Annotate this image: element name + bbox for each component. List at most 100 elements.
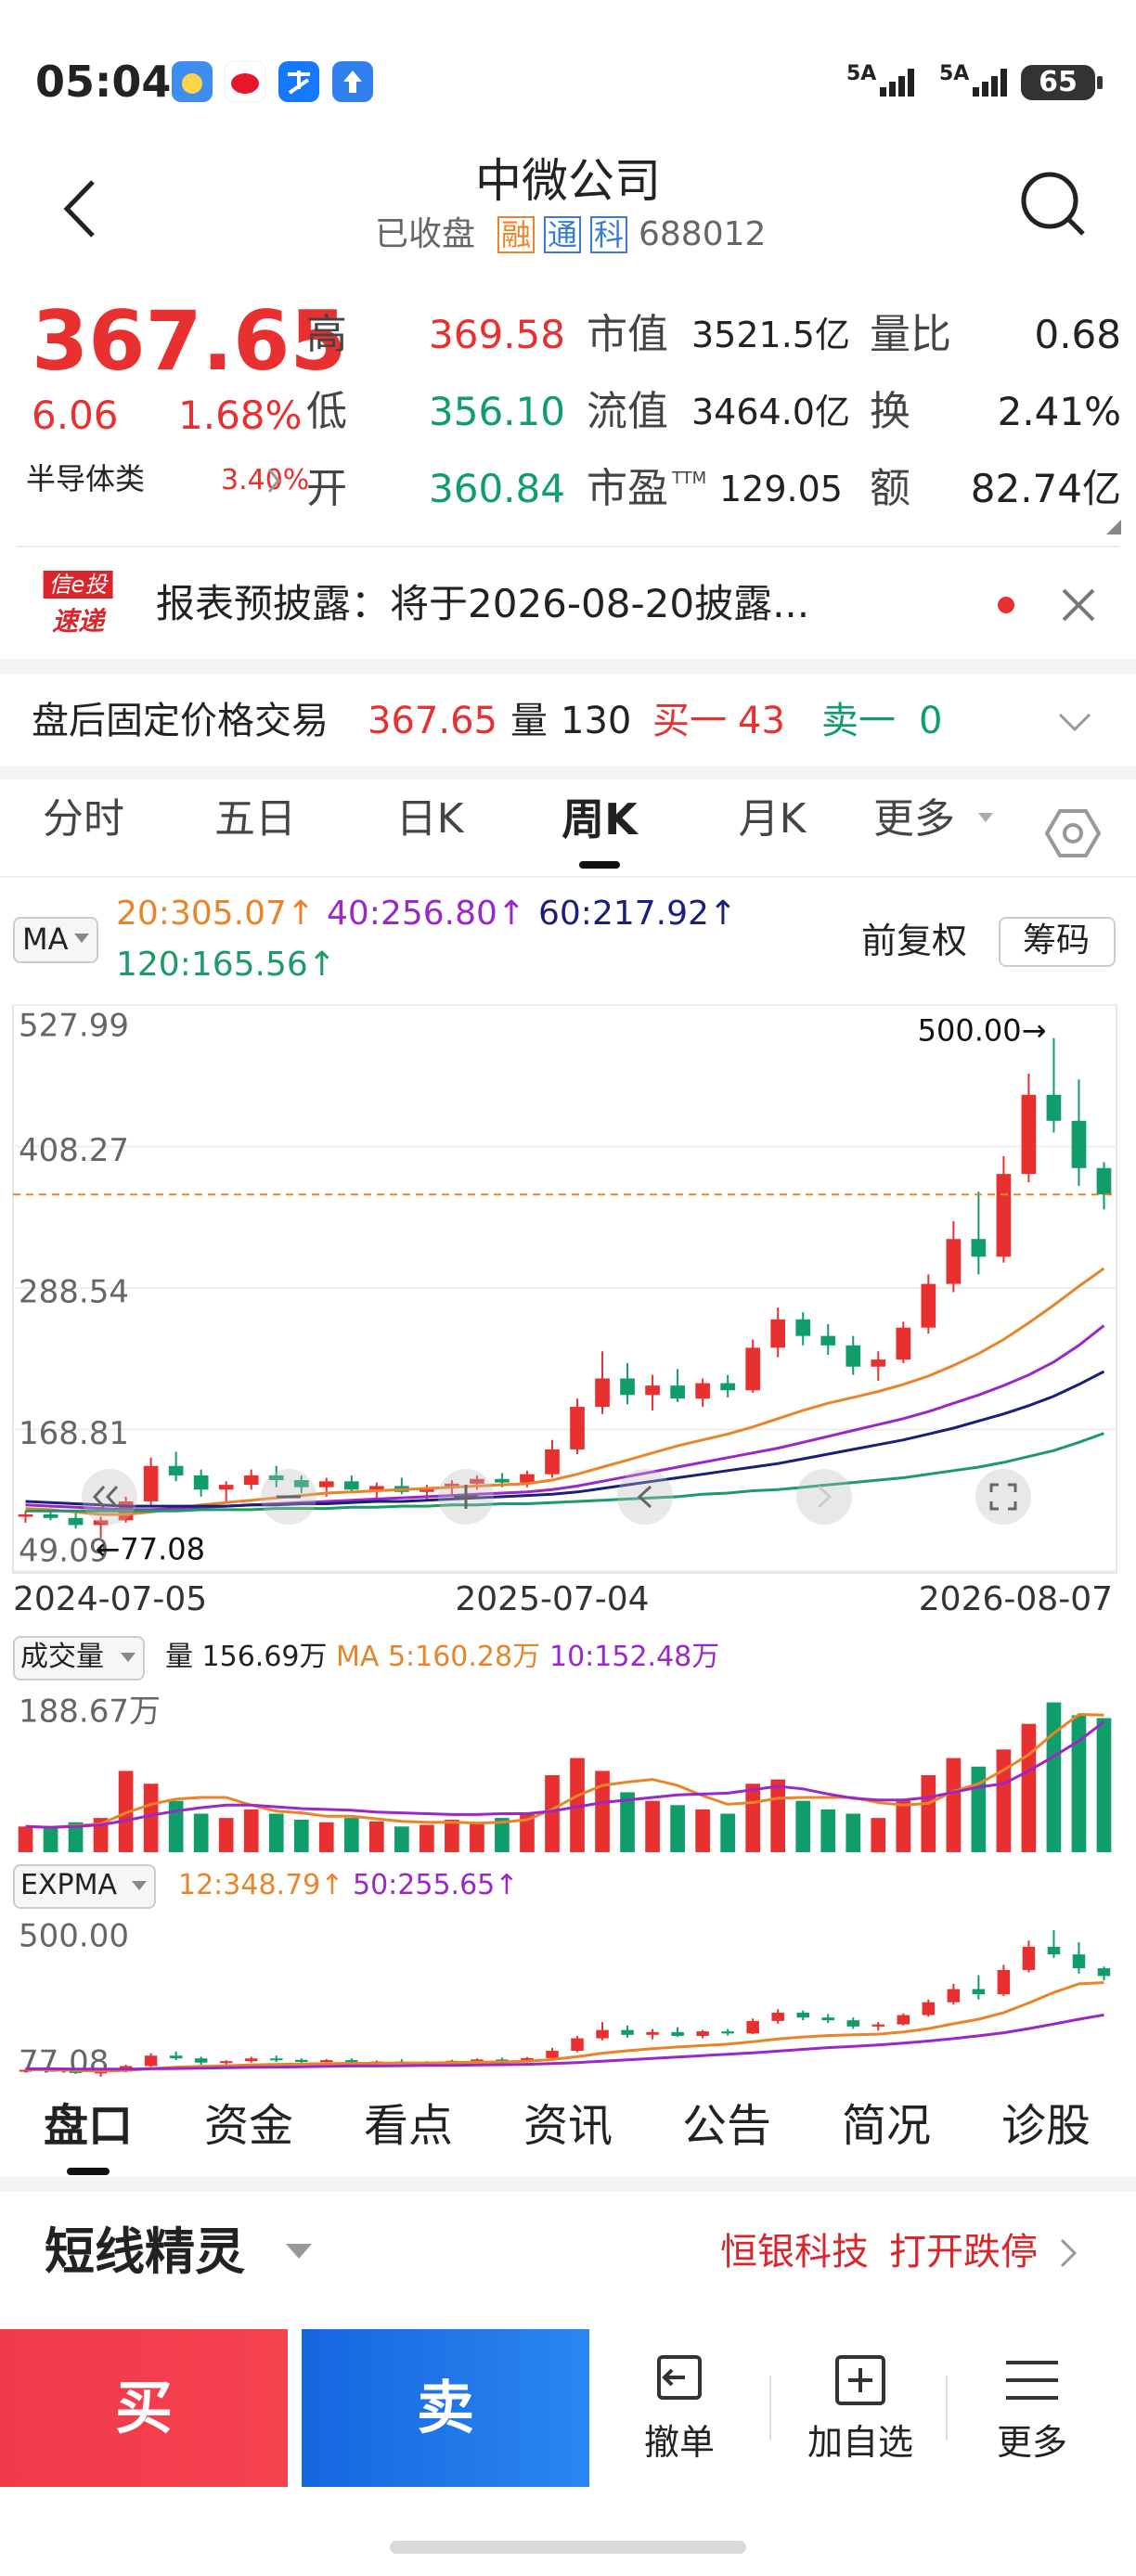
buy-label: 买	[114, 2374, 174, 2441]
tab-underline	[579, 861, 620, 869]
chips-button[interactable]	[999, 917, 1116, 967]
sector-arrow[interactable]	[265, 466, 284, 496]
news-controls[interactable]	[991, 585, 1112, 625]
x-tick-label: 2025-07-04	[455, 1580, 649, 1618]
volume-bar	[68, 1822, 84, 1852]
volume-bar	[143, 1784, 159, 1852]
stat-key: 额	[870, 465, 910, 512]
volume-bar	[570, 1758, 585, 1852]
candle-body	[268, 1475, 284, 1481]
y-tick-label: 188.67万	[19, 1694, 161, 1731]
volume-bar	[695, 1809, 710, 1852]
candle-body	[93, 1520, 109, 1526]
candle-body	[219, 2061, 233, 2064]
bottom-tab[interactable]: 资金	[203, 2100, 294, 2152]
dropdown-arrow	[132, 1881, 147, 1890]
back-button[interactable]	[56, 176, 102, 241]
candle-body	[1021, 1094, 1037, 1175]
indicator-select[interactable]	[13, 917, 98, 963]
volume-bar	[193, 1813, 209, 1852]
y-tick-label: 408.27	[19, 1132, 129, 1169]
candle-body	[770, 1319, 786, 1348]
candle-body	[896, 1327, 911, 1360]
stat-key: 开	[306, 465, 347, 512]
news-text[interactable]: 报表预披露：将于2026-08-20披露...	[156, 581, 810, 626]
candle-body	[871, 2024, 885, 2027]
search-button[interactable]	[1016, 167, 1091, 241]
tab-icons[interactable]	[975, 809, 1104, 865]
period-tab[interactable]: 月K	[738, 795, 807, 843]
candle-body	[545, 1449, 560, 1475]
tool-label[interactable]: 加自选	[807, 2422, 914, 2463]
indicator-select[interactable]	[13, 1864, 156, 1909]
stat-value: 356.10	[429, 389, 565, 434]
volume-bar	[871, 1818, 886, 1852]
y-tick-label: 168.81	[19, 1415, 129, 1452]
tag: 科	[590, 216, 628, 253]
after-hours-label: 盘后固定价格交易	[32, 700, 329, 742]
volume-bar	[1071, 1715, 1087, 1852]
candle-body	[670, 1385, 685, 1399]
ma-line	[25, 1370, 1105, 1508]
candle-body	[343, 1481, 359, 1490]
sell-button[interactable]	[302, 2329, 589, 2487]
candle-body	[620, 1378, 635, 1396]
period-tab-active[interactable]: 周K	[562, 794, 638, 844]
expand-arrow[interactable]	[1056, 709, 1093, 735]
bottom-tab[interactable]: 简况	[841, 2100, 932, 2152]
candle-body	[1047, 1946, 1061, 1955]
change-percent: 1.68%	[178, 393, 303, 438]
bottom-tab[interactable]: 诊股	[1000, 2100, 1091, 2152]
more-arrow[interactable]	[1058, 2236, 1080, 2270]
spirit-event[interactable]: 打开跌停	[889, 2231, 1038, 2273]
candle-body	[696, 2031, 709, 2036]
sector: 半导体类	[26, 461, 146, 496]
stat-key: 量比	[870, 311, 951, 358]
bottom-tab[interactable]: 资讯	[523, 2100, 613, 2152]
volume-ma-legend: MA 5:160.28万	[336, 1641, 541, 1673]
bottom-tab[interactable]: 公告	[681, 2100, 772, 2152]
volume-bar	[445, 1819, 459, 1852]
logo-bottom: 速递	[51, 606, 105, 637]
tool-label[interactable]: 更多	[996, 2422, 1068, 2463]
candle-body	[143, 1465, 159, 1501]
candle-body	[621, 2029, 634, 2035]
candle-body	[820, 1335, 836, 1346]
period-tab[interactable]: 分时	[43, 795, 124, 843]
volume-value: 量 156.69万	[165, 1641, 328, 1673]
period-tab[interactable]: 五日	[214, 795, 296, 843]
candle-body	[1097, 1968, 1111, 1977]
after-hours-key: 买一	[652, 700, 727, 742]
buy-button[interactable]	[0, 2329, 288, 2487]
candle-body	[596, 2029, 609, 2039]
corner-mark	[1106, 520, 1121, 535]
stat-key: 低	[306, 388, 347, 435]
volume-bar	[420, 1824, 434, 1852]
spirit-stock[interactable]: 恒银科技	[720, 2231, 869, 2273]
candle-body	[194, 2058, 208, 2063]
candle-body	[570, 1407, 585, 1449]
candle-body	[218, 1485, 234, 1490]
adjust-mode[interactable]: 前复权	[861, 921, 968, 961]
chart-controls[interactable]	[0, 1448, 1136, 1550]
volume-bar	[394, 1826, 409, 1852]
bottom-tab[interactable]: 看点	[363, 2100, 454, 2152]
indicator-select[interactable]	[13, 1636, 145, 1681]
candle-body	[721, 2031, 734, 2034]
candle-body	[771, 2012, 784, 2021]
status-icons	[172, 60, 373, 103]
bottom-tab-active[interactable]: 盘口	[43, 2100, 134, 2152]
period-tab[interactable]: 更多	[873, 795, 955, 843]
volume-bar	[18, 1826, 33, 1852]
price: 367.65	[32, 293, 347, 389]
candle-body	[947, 1989, 961, 2003]
tool-icons[interactable]	[594, 2329, 1136, 2487]
candle-body	[996, 1174, 1012, 1257]
x-tick-label: 2024-07-05	[13, 1580, 207, 1618]
stock-code: 688012	[639, 215, 767, 253]
tool-label[interactable]: 撤单	[643, 2422, 716, 2463]
candle-body	[1022, 1946, 1036, 1970]
period-tab[interactable]: 日K	[395, 795, 464, 843]
dropdown-arrow[interactable]	[286, 2244, 314, 2262]
